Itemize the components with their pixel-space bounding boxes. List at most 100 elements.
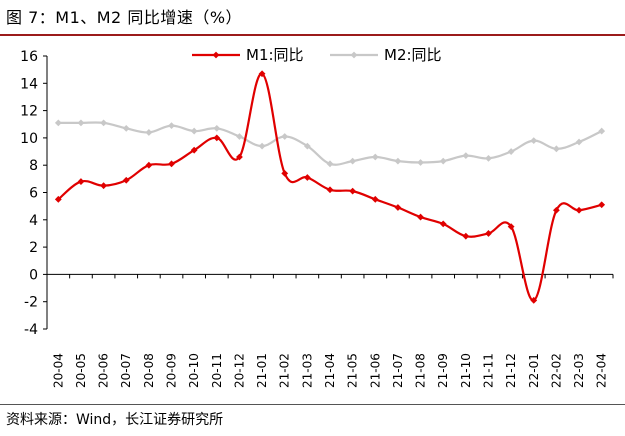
series-m2-point	[54, 119, 62, 127]
series-layer	[54, 70, 606, 304]
chart-legend: M1:同比 M2:同比	[192, 46, 442, 64]
series-m2-point	[462, 152, 470, 160]
series-m1-point	[462, 232, 470, 240]
series-m2-point	[122, 124, 130, 132]
legend-label: M1:同比	[246, 46, 304, 64]
x-tick-label: 21-08	[414, 353, 428, 388]
series-m2-point	[303, 142, 311, 150]
x-tick-label: 21-06	[368, 353, 382, 388]
series-m1-point	[190, 146, 198, 154]
series-m1-point	[575, 206, 583, 214]
series-m2-point	[100, 119, 107, 127]
series-m2-point	[507, 148, 515, 155]
series-m1	[54, 70, 606, 304]
y-axis-tick-labels: -4 -2 0 2 4 6 8 10 12 14 16	[20, 49, 38, 338]
series-m1-point	[54, 195, 62, 203]
series-m1-point	[303, 174, 311, 181]
y-tick-label: 14	[20, 76, 38, 92]
x-tick-label: 21-11	[481, 353, 495, 388]
legend-label: M2:同比	[384, 46, 442, 64]
series-m2-point	[236, 133, 243, 140]
series-m1-point	[168, 160, 175, 168]
x-tick-label: 21-10	[459, 353, 473, 388]
series-m2-point	[485, 154, 492, 162]
x-tick-label: 20-11	[210, 353, 224, 388]
series-m1-point	[598, 201, 606, 209]
legend-swatch-marker	[212, 51, 220, 59]
series-m1-point	[122, 176, 130, 184]
y-tick-label: 6	[29, 186, 38, 202]
series-m1-point	[553, 206, 560, 214]
legend-item-m2: M2:同比	[330, 46, 442, 64]
series-m1-point	[394, 204, 402, 211]
y-tick-label: -2	[24, 295, 38, 311]
series-m2-point	[77, 119, 85, 127]
x-tick-label: 22-02	[549, 353, 563, 388]
series-m1-point	[439, 220, 447, 228]
series-m1-point	[100, 182, 107, 190]
series-m1-point	[213, 134, 221, 142]
series-m2-point	[281, 133, 289, 140]
series-m1-point	[349, 187, 357, 195]
source-divider	[0, 404, 625, 405]
series-m2-point	[394, 157, 402, 165]
series-m2	[54, 119, 606, 168]
series-m2-point	[213, 124, 221, 132]
y-tick-label: 16	[20, 49, 38, 65]
series-m1-point	[417, 213, 424, 221]
series-m2-point	[598, 127, 606, 135]
legend-item-m1: M1:同比	[192, 46, 304, 64]
series-m2-point	[168, 122, 175, 130]
series-m1-point	[371, 195, 379, 203]
source-note: 资料来源：Wind，长江证券研究所	[6, 412, 224, 428]
x-tick-label: 21-05	[346, 353, 360, 388]
chart-axes	[43, 55, 614, 330]
series-m2-point	[575, 138, 583, 146]
x-tick-label: 21-02	[278, 353, 292, 388]
x-tick-label: 22-01	[527, 353, 541, 388]
x-tick-label: 21-04	[323, 353, 337, 388]
series-m2-point	[349, 157, 357, 165]
series-m2-point	[258, 142, 266, 150]
x-tick-label: 20-04	[51, 353, 65, 388]
series-m2-point	[553, 145, 560, 153]
series-m2-point	[530, 137, 538, 145]
y-tick-label: 0	[29, 267, 38, 283]
x-tick-label: 20-05	[74, 353, 88, 388]
x-tick-label: 20-07	[119, 353, 133, 388]
x-tick-label: 21-01	[255, 353, 269, 388]
y-tick-label: 2	[29, 240, 38, 256]
series-m1-point	[236, 153, 243, 161]
x-tick-label: 21-12	[504, 353, 518, 388]
x-tick-label: 22-04	[595, 353, 609, 388]
y-tick-label: 4	[29, 213, 38, 229]
x-tick-label: 20-06	[97, 353, 111, 388]
x-tick-label: 21-09	[436, 353, 450, 388]
x-axis-tick-labels: 20-04 20-05 20-06 20-07 20-08 20-09 20-10 20-11…	[51, 353, 608, 388]
series-m1-point	[145, 161, 153, 169]
x-tick-label: 21-03	[300, 353, 314, 388]
series-m1-point	[258, 70, 266, 78]
series-m2-point	[417, 159, 424, 166]
series-m2-point	[439, 157, 447, 165]
y-tick-label: 12	[20, 104, 38, 120]
legend-swatch-marker	[350, 51, 358, 59]
series-m2-point	[326, 160, 334, 168]
series-m2-line	[58, 121, 603, 166]
series-m1-point	[507, 223, 515, 231]
series-m1-point	[77, 178, 85, 185]
figure-title: 图 7：M1、M2 同比增速（%）	[6, 8, 243, 27]
x-tick-label: 20-12	[232, 353, 246, 388]
title-divider	[0, 34, 625, 36]
series-m2-point	[371, 153, 379, 161]
series-m1-point	[281, 169, 289, 177]
x-tick-label: 20-08	[142, 353, 156, 388]
series-m1-point	[485, 230, 492, 237]
x-tick-label: 21-07	[391, 353, 405, 388]
x-tick-label: 20-09	[165, 353, 179, 388]
series-m1-point	[530, 296, 538, 304]
y-tick-label: 10	[20, 131, 38, 147]
y-tick-label: -4	[24, 322, 38, 338]
series-m1-point	[326, 186, 334, 194]
